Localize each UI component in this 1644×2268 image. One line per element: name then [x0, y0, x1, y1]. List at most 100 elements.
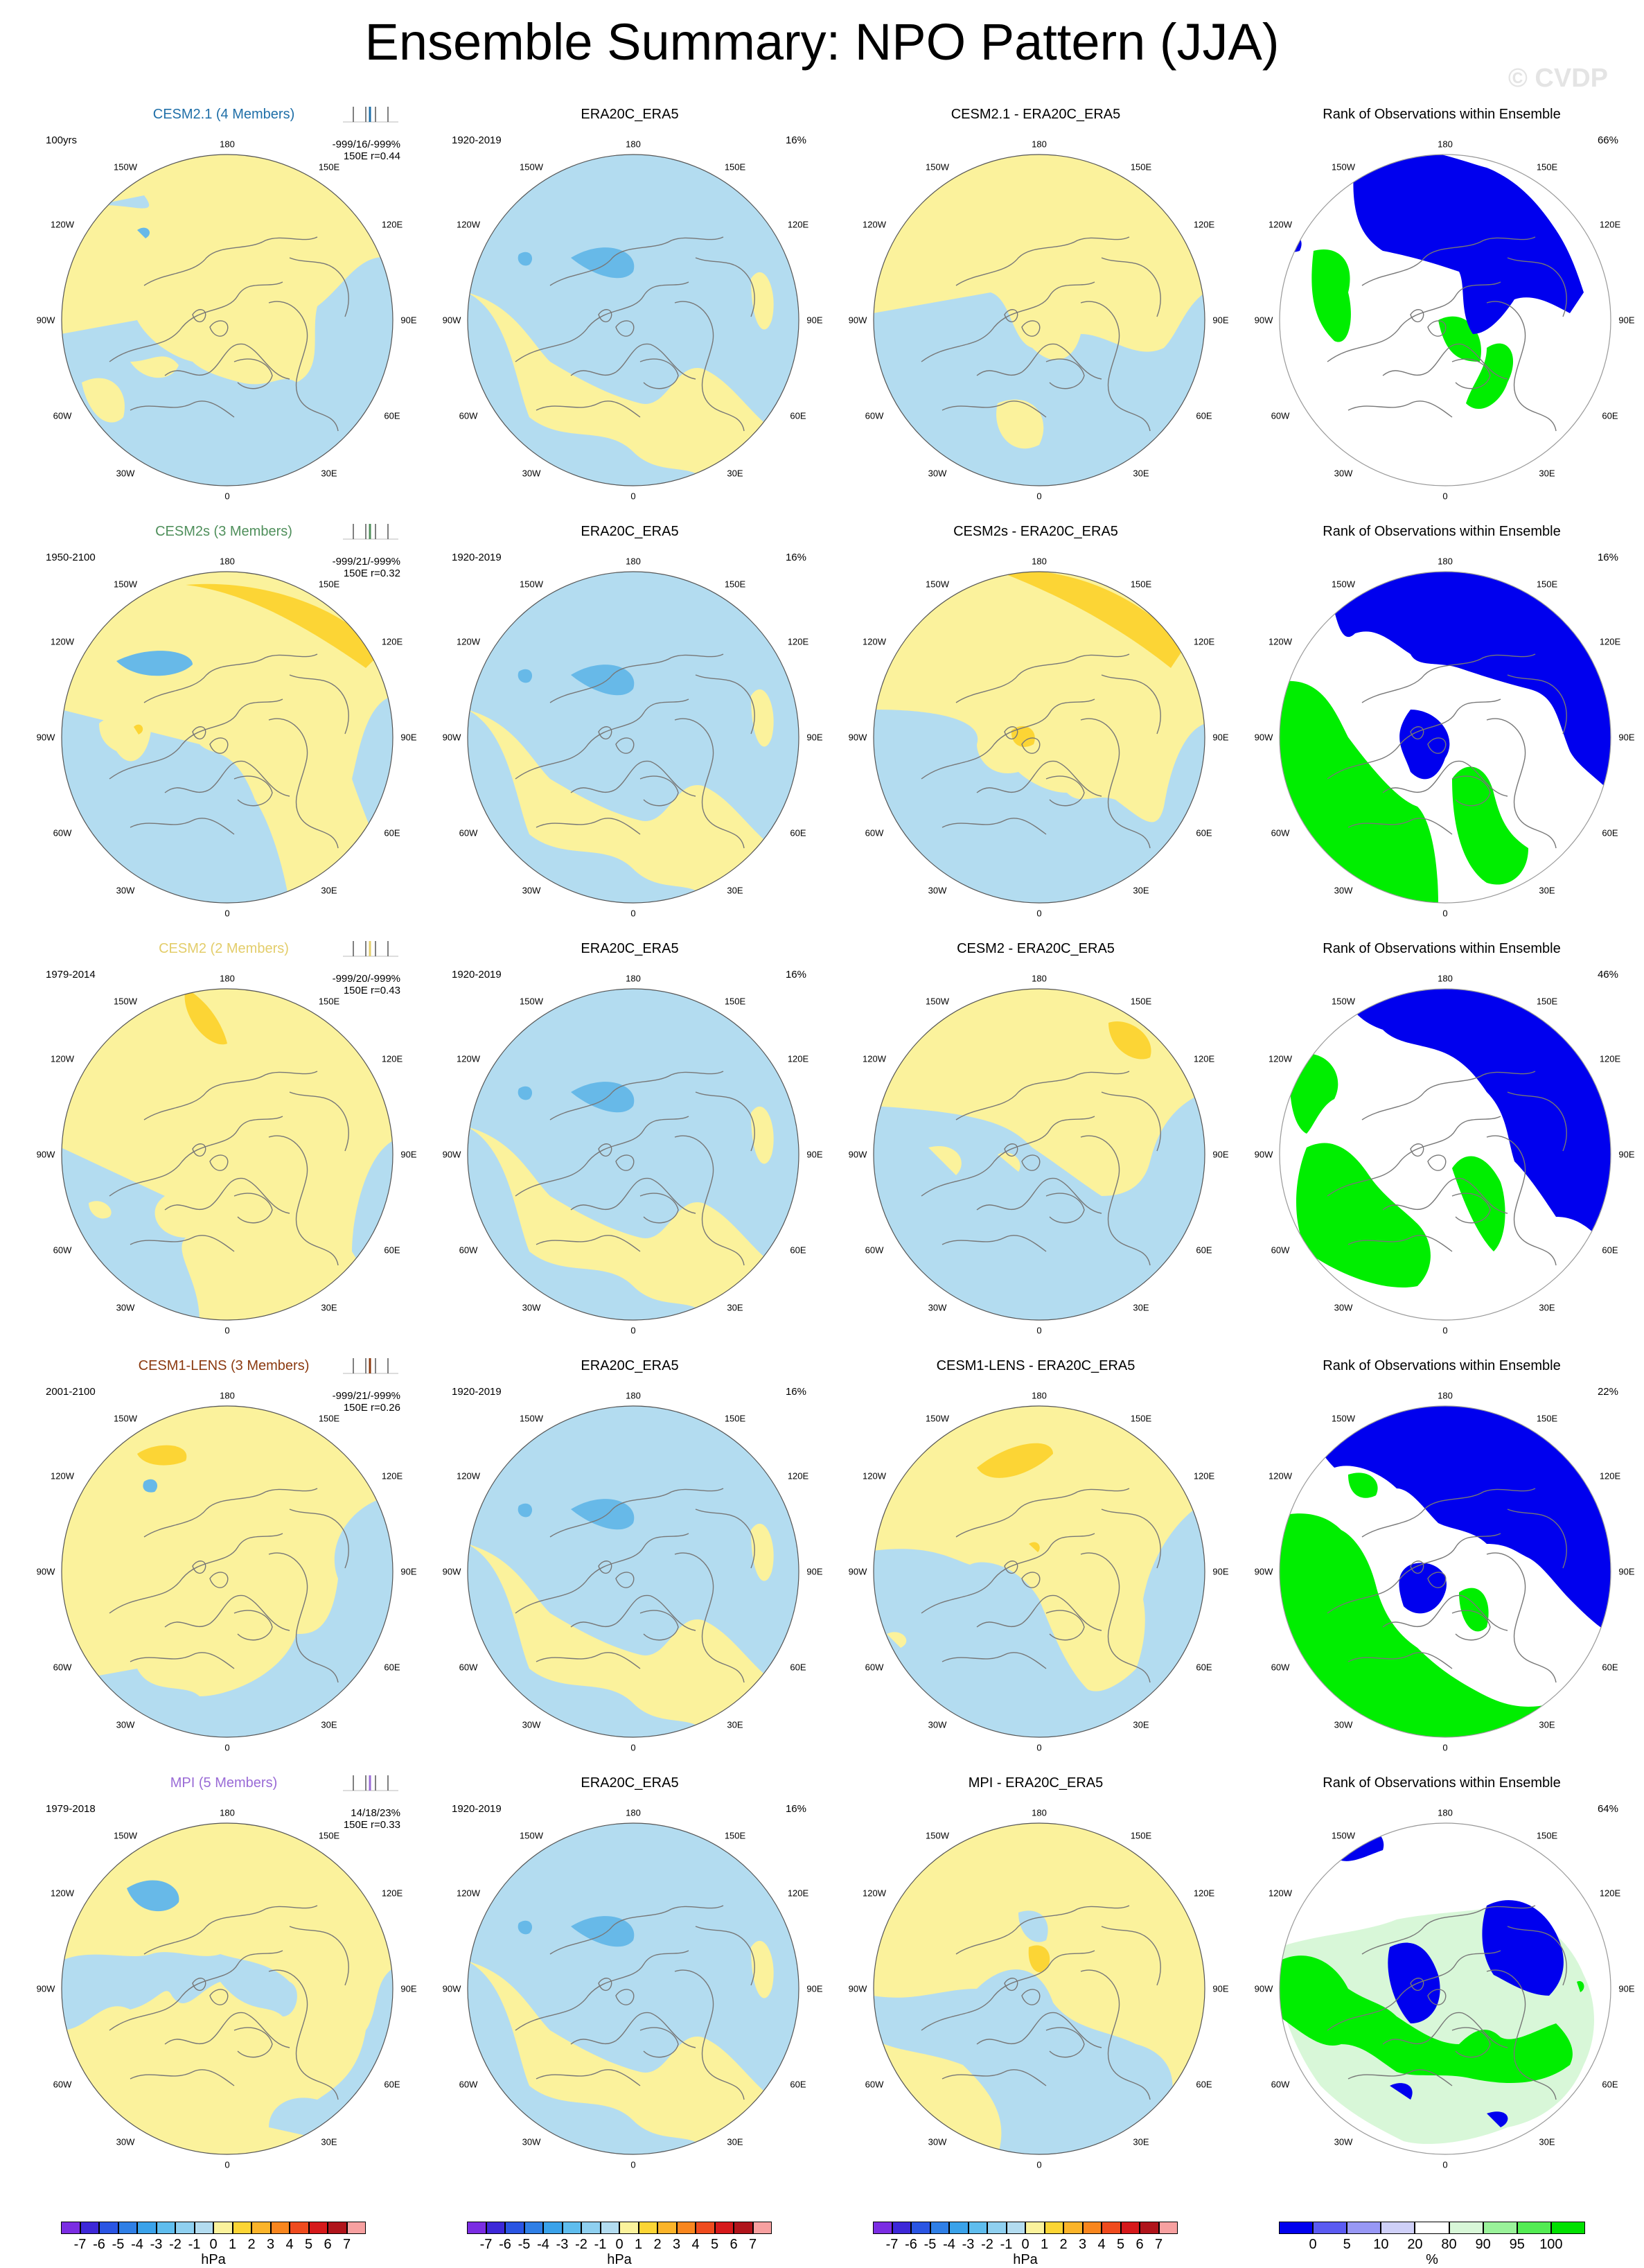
colorbar-hpa-2: -7 -6 -5 -4 -3 -2 -1 0 1 2 3 4 5 6 7 hPa	[467, 2222, 772, 2267]
lon-label-180: 180	[1438, 973, 1453, 984]
lon-label-150e: 150E	[724, 1413, 746, 1424]
coastline	[674, 301, 745, 432]
colorbar-label: -6	[93, 2237, 105, 2252]
coastline	[130, 1652, 235, 1669]
coastline	[1361, 1905, 1536, 1955]
lon-label-90w: 90W	[1254, 1566, 1273, 1577]
rank-pct: 46%	[1597, 969, 1618, 981]
colorbar-label: 7	[1154, 2237, 1163, 2252]
model-panel-5: MPI (5 Members) 1979-2018 14/18/23% 150E r=…	[21, 1775, 427, 2194]
coastline	[1327, 281, 1501, 362]
coastline	[549, 1071, 724, 1120]
coastline	[1021, 320, 1041, 337]
colorbar-label: 4	[691, 2237, 700, 2252]
lon-label-150w: 150W	[926, 161, 949, 173]
model-pattern-map	[61, 988, 394, 1321]
coastline	[955, 1488, 1130, 1538]
lon-label-90e: 90E	[1618, 1983, 1635, 1994]
lon-label-180: 180	[220, 1807, 235, 1818]
colorbar-label: 7	[748, 2237, 757, 2252]
coastline	[1427, 737, 1447, 754]
lon-label-180: 180	[1438, 1807, 1453, 1818]
lon-label-180: 180	[220, 139, 235, 150]
colorbar-label: -5	[112, 2237, 125, 2252]
coastline	[1347, 1652, 1453, 1669]
lon-label-30e: 30E	[727, 885, 743, 896]
map-boundary	[61, 154, 394, 486]
lon-label-60w: 60W	[53, 827, 72, 838]
lon-label-150w: 150W	[520, 161, 543, 173]
lon-label-90e: 90E	[806, 1983, 823, 1994]
coastline	[1021, 1154, 1041, 1171]
stats-line-1: -999/16/-999%	[332, 139, 400, 150]
coastline	[209, 737, 229, 754]
lon-label-0: 0	[224, 908, 230, 919]
colorbar-hpa-1: -7 -6 -5 -4 -3 -2 -1 0 1 2 3 4 5 6 7 hPa	[61, 2222, 366, 2267]
colorbar-label: 1	[634, 2237, 643, 2252]
lon-label-30e: 30E	[321, 1719, 337, 1730]
model-title: CESM2.1 (4 Members)	[152, 107, 295, 122]
map-boundary	[873, 154, 1205, 486]
lon-label-30w: 30W	[522, 1302, 541, 1313]
colorbar-label: 0	[615, 2237, 624, 2252]
lon-label-0: 0	[630, 2159, 636, 2170]
coastline	[536, 2069, 641, 2086]
coastline	[955, 1071, 1130, 1120]
lon-label-30w: 30W	[928, 2136, 947, 2147]
lon-label-30w: 30W	[522, 2136, 541, 2147]
colorbar-label: -7	[73, 2237, 87, 2252]
coastline	[233, 1193, 273, 1224]
lon-label-30w: 30W	[928, 468, 947, 479]
colorbar-swatch	[467, 2222, 486, 2234]
obs-title: ERA20C_ERA5	[581, 107, 679, 122]
lon-label-90e: 90E	[400, 1983, 417, 1994]
coastline	[192, 1978, 206, 1991]
lon-label-90e: 90E	[1212, 1983, 1229, 1994]
coastline	[1486, 301, 1557, 432]
lon-label-30e: 30E	[1539, 2136, 1555, 2147]
coastline	[143, 236, 318, 286]
coastline	[570, 343, 696, 380]
coastline	[1045, 358, 1085, 389]
lon-label-180: 180	[626, 556, 641, 567]
lon-label-30w: 30W	[116, 1302, 135, 1313]
colorbar-label: 100	[1539, 2237, 1563, 2252]
colorbar-label: 2	[247, 2237, 256, 2252]
lon-label-90w: 90W	[36, 732, 55, 743]
coastline	[955, 653, 1130, 703]
lon-label-90w: 90W	[36, 1149, 55, 1160]
colorbar-swatch	[752, 2222, 772, 2234]
lon-label-150e: 150E	[1130, 996, 1152, 1007]
map-boundary	[1279, 1822, 1611, 2155]
lon-label-60w: 60W	[459, 2079, 478, 2090]
coastline	[1080, 1135, 1151, 1266]
colorbar-swatch	[1063, 2222, 1083, 2234]
colorbar-label: 90	[1475, 2237, 1491, 2252]
lon-label-180: 180	[1032, 1390, 1047, 1401]
lon-label-150e: 150E	[724, 1830, 746, 1841]
lon-label-120w: 120W	[457, 1470, 480, 1482]
lon-label-120e: 120E	[787, 219, 809, 230]
lon-label-150e: 150E	[318, 996, 340, 1007]
lon-label-90e: 90E	[400, 315, 417, 326]
coastline	[143, 653, 318, 703]
coastline	[1382, 760, 1508, 797]
lon-label-0: 0	[630, 1742, 636, 1753]
coastline	[1486, 1552, 1557, 1683]
lon-label-90e: 90E	[400, 1566, 417, 1577]
page-title: Ensemble Summary: NPO Pattern (JJA)	[364, 13, 1280, 71]
lon-label-90w: 90W	[442, 1566, 461, 1577]
coastline	[289, 674, 349, 735]
lon-label-120w: 120W	[863, 219, 886, 230]
colorbar-swatch	[251, 2222, 271, 2234]
lon-label-120w: 120W	[457, 1053, 480, 1064]
rank-panel-4: Rank of Observations within Ensemble 22% 1…	[1239, 1358, 1644, 1777]
diff-panel-2: CESM2s - ERA20C_ERA5 180 150W 150E 120W 120E 9…	[833, 524, 1239, 942]
coastline	[1451, 2027, 1491, 2058]
coastline	[921, 1950, 1095, 2031]
coastline	[639, 1193, 679, 1224]
model-stats: -999/21/-999% 150E r=0.26	[333, 1390, 400, 1414]
lon-label-30w: 30W	[1334, 1302, 1353, 1313]
coastline	[976, 1177, 1102, 1214]
obs-pattern-map	[467, 1822, 799, 2155]
